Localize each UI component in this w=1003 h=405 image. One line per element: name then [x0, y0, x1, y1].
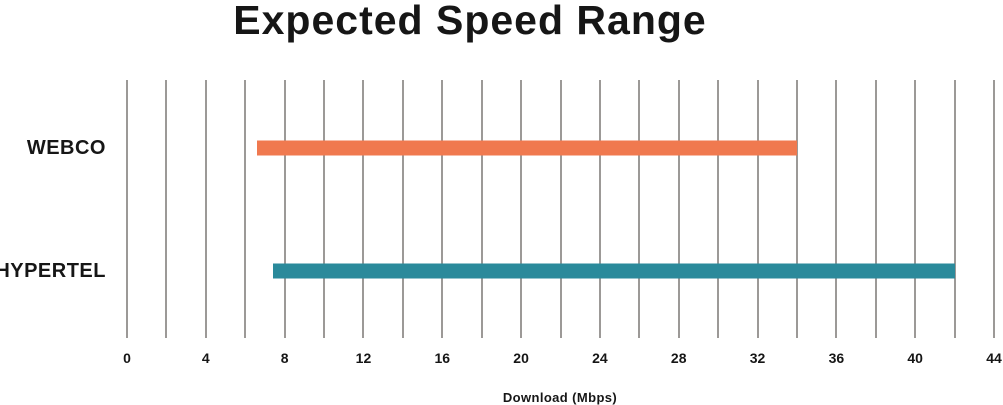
x-tick-label: 8	[280, 350, 289, 366]
gridline	[126, 80, 128, 338]
x-tick-label: 28	[670, 350, 687, 366]
gridline	[795, 80, 798, 338]
gridline	[717, 80, 720, 338]
gridline	[323, 80, 326, 338]
x-tick-label: 4	[201, 350, 210, 366]
gridline	[914, 80, 917, 338]
gridline	[480, 80, 483, 338]
range-bar-webco	[257, 140, 797, 156]
plot-area	[126, 80, 995, 338]
gridline	[638, 80, 641, 338]
x-tick-label: 36	[828, 350, 845, 366]
gridline	[874, 80, 877, 338]
gridline	[993, 80, 995, 338]
gridline	[756, 80, 759, 338]
category-labels: WEBCO HYPERTEL	[0, 80, 106, 338]
gridline	[677, 80, 680, 338]
gridline	[835, 80, 838, 338]
category-label-hypertel: HYPERTEL	[0, 259, 106, 282]
gridline	[401, 80, 404, 338]
gridline	[598, 80, 601, 338]
gridline	[953, 80, 956, 338]
x-tick-label: 16	[434, 350, 451, 366]
category-label-webco: WEBCO	[26, 137, 106, 160]
gridline	[283, 80, 286, 338]
gridline	[441, 80, 444, 338]
x-tick-label: 32	[749, 350, 766, 366]
chart-title: Expected Speed Range	[233, 0, 707, 43]
x-tick-label: 24	[592, 350, 608, 366]
gridline	[244, 80, 247, 338]
x-tick-label: 20	[513, 350, 529, 366]
gridline	[362, 80, 365, 338]
gridline	[520, 80, 523, 338]
gridline	[559, 80, 562, 338]
x-axis-tick-labels: 0 4 8 12 16 20 24 28 32 36 40 44	[123, 350, 1002, 367]
x-tick-label: 40	[907, 350, 923, 366]
gridline	[204, 80, 207, 338]
range-bar-hypertel	[272, 263, 955, 279]
x-tick-label: 44	[986, 350, 1002, 366]
x-tick-label: 12	[355, 350, 372, 366]
gridline	[165, 80, 168, 338]
x-tick-label: 0	[123, 350, 131, 366]
x-axis-title: Download (Mbps)	[502, 390, 618, 405]
